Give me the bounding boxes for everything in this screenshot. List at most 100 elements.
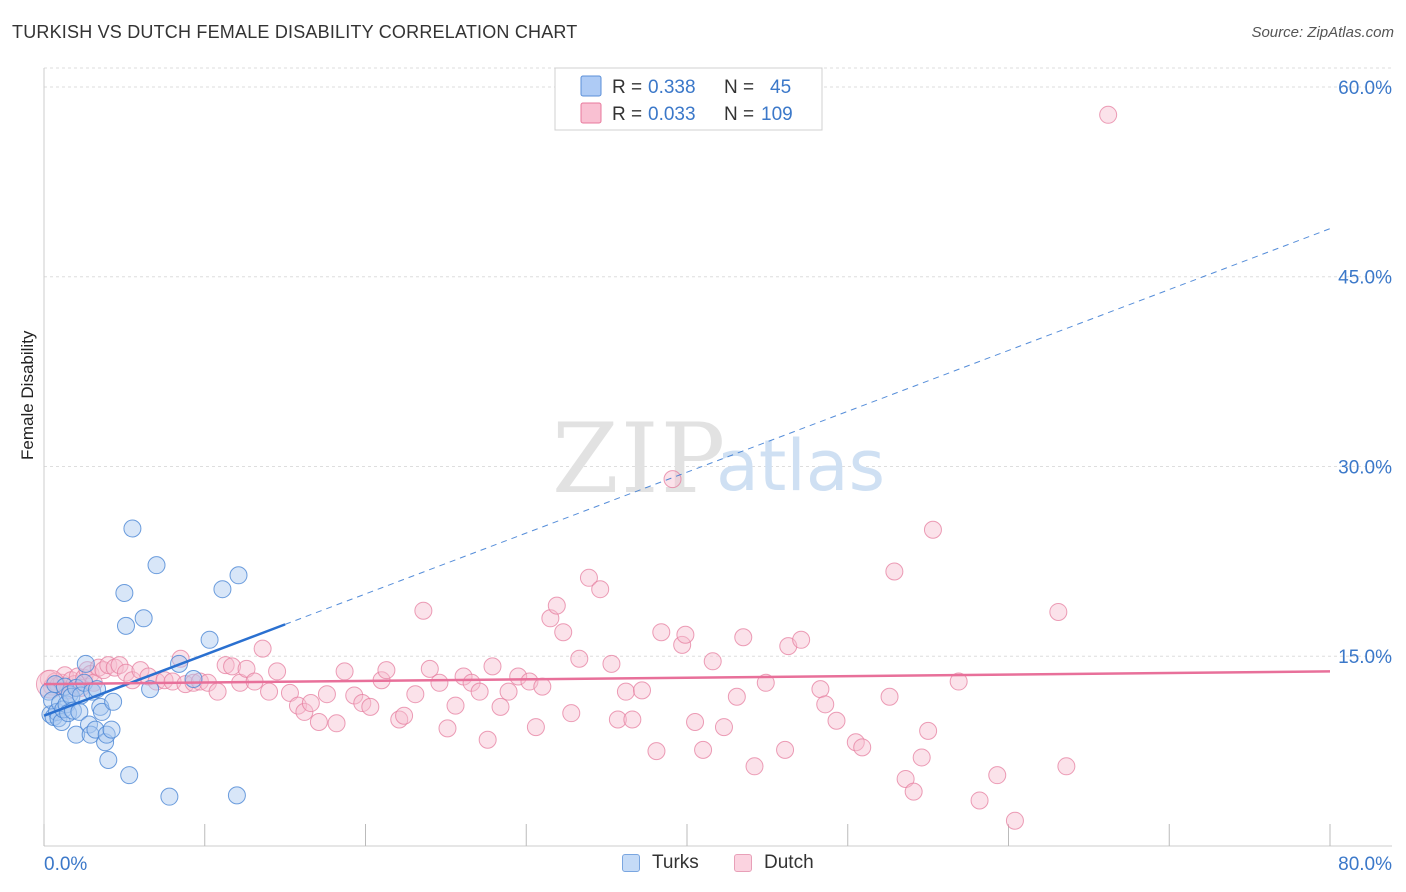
dutch-point — [335, 662, 354, 681]
dutch-point — [1099, 105, 1118, 124]
dutch-point — [361, 697, 380, 716]
turks-point — [102, 720, 121, 739]
turks-point — [120, 766, 139, 785]
x-tick-label-max: 80.0% — [1338, 854, 1392, 875]
legend-r-value-dutch: 0.033 — [648, 104, 696, 125]
dutch-point — [579, 568, 598, 587]
dutch-point — [526, 718, 545, 737]
dutch-point — [260, 682, 279, 701]
dutch-point — [970, 791, 989, 810]
legend-label-turks: Turks — [652, 852, 699, 873]
legend-swatch-turks — [580, 75, 602, 97]
legend-r-label-dutch: R = — [612, 104, 642, 125]
dutch-point — [1005, 811, 1024, 830]
legend-r-label-turks: R = — [612, 77, 642, 98]
y-tick-label: 30.0% — [1338, 457, 1392, 478]
dutch-point — [533, 677, 552, 696]
turks-point — [184, 670, 203, 689]
dutch-point — [816, 695, 835, 714]
dutch-point — [988, 766, 1007, 785]
chart-title: TURKISH VS DUTCH FEMALE DISABILITY CORRE… — [12, 22, 578, 42]
dutch-point — [491, 697, 510, 716]
dutch-point — [745, 757, 764, 776]
turks-point — [227, 786, 246, 805]
turks-point — [229, 566, 248, 585]
dutch-point — [395, 706, 414, 725]
dutch-point — [885, 562, 904, 581]
turks-point — [141, 680, 160, 699]
turks-point — [67, 725, 86, 744]
dutch-point — [420, 659, 439, 678]
dutch-point — [470, 682, 489, 701]
watermark: ZIP atlas — [552, 403, 885, 515]
dutch-point — [923, 520, 942, 539]
legend-swatch-dutch — [580, 102, 602, 124]
dutch-point — [110, 656, 129, 675]
dutch-point — [478, 730, 497, 749]
dutch-point — [904, 782, 923, 801]
dutch-point — [295, 702, 314, 721]
dutch-point — [792, 630, 811, 649]
dutch-point — [237, 659, 256, 678]
turks-point — [81, 725, 100, 744]
dutch-point — [301, 694, 320, 713]
dutch-point — [327, 714, 346, 733]
dutch-point — [647, 742, 666, 761]
dutch-point — [703, 652, 722, 671]
turks-point — [104, 692, 123, 711]
dutch-point — [377, 661, 396, 680]
dutch-point — [776, 740, 795, 759]
dutch-point — [94, 661, 113, 680]
turks-point — [147, 556, 166, 575]
legend-n-value-dutch: 109 — [761, 104, 793, 125]
turks-trend-solid — [43, 623, 286, 717]
dutch-point — [853, 738, 872, 757]
dutch-point — [223, 657, 242, 676]
grid-lines — [44, 67, 1392, 657]
dutch-point — [949, 672, 968, 691]
y-tick-label: 45.0% — [1338, 268, 1392, 289]
dutch-point — [570, 649, 589, 668]
dutch-point — [811, 680, 830, 699]
dutch-point — [623, 710, 642, 729]
dutch-point — [430, 673, 449, 692]
dutch-point — [896, 769, 915, 788]
dutch-point — [562, 704, 581, 723]
dutch-point — [438, 719, 457, 738]
turks-point — [76, 654, 95, 673]
x-tick-label-min: 0.0% — [44, 854, 87, 875]
dutch-point — [663, 470, 682, 489]
dutch-point — [912, 748, 931, 767]
legend-label-dutch: Dutch — [764, 852, 814, 873]
dutch-point — [608, 710, 627, 729]
dutch-point — [756, 673, 775, 692]
legend-box: R = 0.338 N = 45 R = 0.033 N = 109 — [554, 67, 823, 131]
dutch-point — [116, 663, 135, 682]
dutch-point — [414, 601, 433, 620]
y-tick-label: 60.0% — [1338, 78, 1392, 99]
dutch-point — [676, 625, 695, 644]
dutch-point — [673, 635, 692, 654]
turks-point — [213, 580, 232, 599]
dutch-point — [1057, 757, 1076, 776]
turks-point — [200, 630, 219, 649]
axes — [43, 68, 1392, 847]
dutch-point — [602, 654, 621, 673]
dutch-point — [727, 687, 746, 706]
dutch-point — [632, 681, 651, 700]
legend-item-turks: Turks — [622, 852, 699, 874]
legend-r-value-turks: 0.338 — [648, 77, 696, 98]
dutch-point — [509, 667, 528, 686]
dutch-point — [317, 685, 336, 704]
dutch-point — [446, 696, 465, 715]
dutch-point — [554, 623, 573, 642]
dutch-trend-line — [43, 670, 1331, 686]
bottom-legend: Turks Dutch — [0, 852, 1406, 876]
turks-point — [134, 609, 153, 628]
dutch-point — [714, 718, 733, 737]
dutch-point — [734, 628, 753, 647]
dutch-point — [483, 657, 502, 676]
dutch-series — [35, 105, 1118, 830]
dutch-point — [499, 682, 518, 701]
